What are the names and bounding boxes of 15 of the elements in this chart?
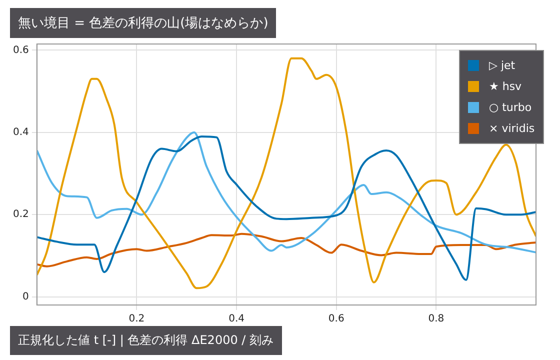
legend-label: ▷ jet xyxy=(489,59,516,72)
y-tick-label: 0 xyxy=(22,291,29,302)
chart-title: 無い境目 = 色差の利得の山(場はなめらか) xyxy=(10,8,276,38)
y-tick-label: 0.4 xyxy=(12,126,29,138)
line-series xyxy=(36,232,536,268)
x-tick-label: 0.2 xyxy=(128,314,145,325)
x-tick-label: 0.8 xyxy=(428,314,444,325)
legend-label: ★ hsv xyxy=(489,80,522,93)
y-tick-label: 0.2 xyxy=(12,209,29,220)
legend-label: ○ turbo xyxy=(489,101,532,114)
x-axis-title: 正規化した値 t [-] | 色差の利得 ΔE2000 / 刻み xyxy=(10,326,282,355)
x-tick-label: 0.4 xyxy=(228,314,244,325)
legend-label: × viridis xyxy=(489,122,535,135)
y-tick-label: 0.6 xyxy=(12,44,29,56)
x-tick-label: 0.6 xyxy=(328,314,344,325)
